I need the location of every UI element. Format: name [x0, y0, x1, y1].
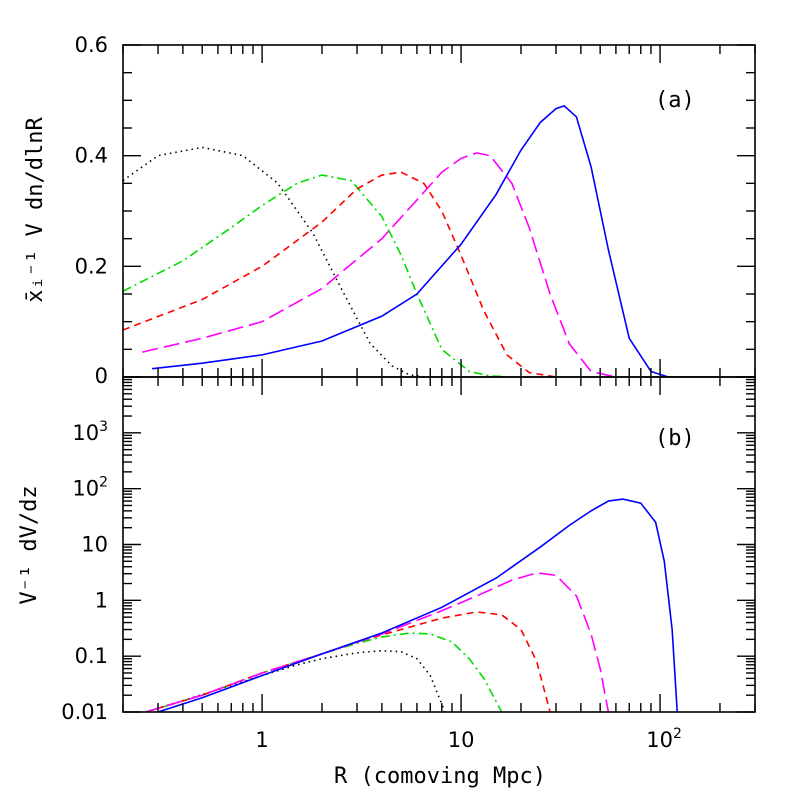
panel-a-curves [123, 104, 720, 377]
panel-b-y-tick-label-base: 10 [72, 477, 99, 501]
panel-b-y-tick-label-exponent: 2 [99, 475, 108, 491]
panel-b-y-tick-label-base: 10 [72, 421, 99, 445]
panel-b-series-3-line [145, 572, 610, 712]
panel-a-series-2-line [123, 171, 557, 377]
panel-a-y-tick-label: 0.4 [75, 144, 108, 168]
panel-b-label: (b) [655, 426, 695, 451]
panel-a-ylabel: x̄ᵢ⁻¹ V dn/dlnR [23, 117, 48, 303]
panel-a-y-tick-label: 0 [95, 364, 108, 388]
panel-b-ylabel: V⁻¹ dV/dz [17, 485, 42, 604]
x-tick-label-base: 10 [646, 728, 673, 752]
x-tick-label-exponent: 2 [673, 726, 682, 742]
panel-b-y-tick-label: 0.1 [75, 644, 108, 668]
x-tick-label: 102 [646, 726, 682, 752]
panel-b-y-tick-label: 10 [81, 533, 108, 557]
panel-a-series-4-line [151, 104, 720, 377]
panel-a-y-tick-label: 0.2 [75, 254, 108, 278]
panel-a-y-tick-label: 0.6 [75, 33, 108, 57]
panel-a-series-0-line [123, 146, 424, 377]
panel-b-y-tick-label: 103 [72, 419, 108, 445]
panel-b-curves [145, 498, 679, 712]
panel-b-series-0-line [145, 649, 446, 712]
panel-a-series-1-line [123, 174, 512, 377]
panel-b-y-tick-label: 102 [72, 475, 108, 501]
panel-b-y-tick-label: 0.01 [61, 700, 108, 724]
panel-b-series-1-line [145, 632, 503, 712]
x-tick-label: 1 [255, 728, 268, 752]
panel-b-y-tick-label: 1 [95, 588, 108, 612]
panel-a: 0 0.2 0.4 0.6 [75, 33, 756, 388]
panel-a-label: (a) [655, 88, 695, 113]
x-axis-label: R (comoving Mpc) [334, 764, 546, 789]
panel-b-y-tick-label-exponent: 3 [99, 419, 108, 435]
panel-b-series-4-line [157, 498, 679, 712]
x-tick-label: 10 [448, 728, 475, 752]
panel-a-series-3-line [142, 152, 617, 377]
